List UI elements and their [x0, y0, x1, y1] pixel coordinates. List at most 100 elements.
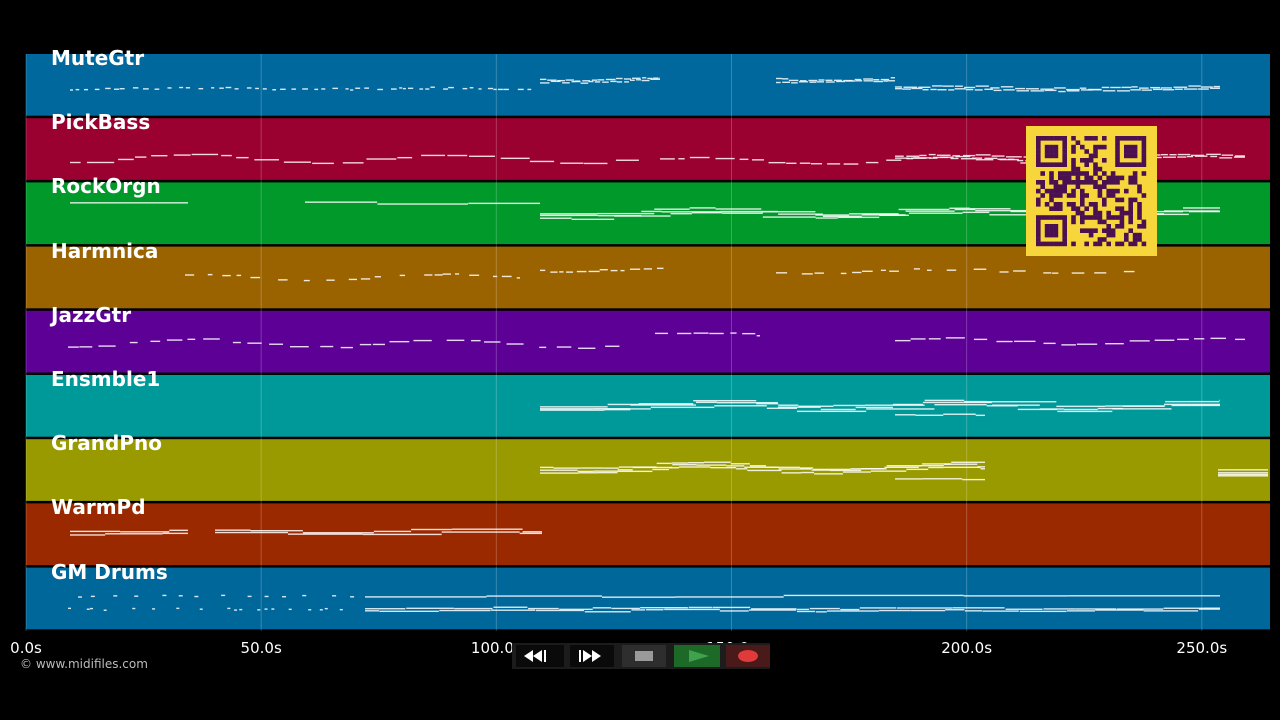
note [1117, 90, 1130, 92]
note [94, 88, 100, 91]
note [990, 87, 1000, 89]
record-button[interactable] [726, 645, 770, 667]
note [68, 607, 71, 610]
note [678, 158, 685, 160]
note [1162, 156, 1176, 158]
play-button[interactable] [674, 645, 720, 667]
note [320, 345, 334, 348]
note [607, 403, 639, 406]
note [442, 273, 451, 275]
note [937, 89, 947, 91]
note [641, 79, 650, 82]
note [469, 155, 495, 157]
note [1165, 400, 1187, 403]
track-label: GM Drums [51, 559, 168, 584]
note [491, 609, 536, 611]
note [565, 79, 574, 81]
note [540, 472, 579, 474]
note [922, 88, 929, 91]
note [778, 404, 799, 406]
note [906, 157, 914, 160]
note [1066, 88, 1080, 91]
note [1044, 89, 1057, 92]
stop-button[interactable] [622, 645, 666, 667]
note [996, 340, 1013, 343]
time-tick-label: 250.0s [1176, 639, 1228, 657]
note [528, 607, 559, 610]
note [1203, 607, 1220, 609]
note [799, 467, 814, 469]
note [332, 87, 339, 90]
note [751, 159, 765, 161]
note [1154, 339, 1175, 341]
note [929, 157, 938, 159]
note [659, 77, 660, 79]
note [922, 478, 963, 480]
note [90, 595, 95, 598]
note [324, 607, 328, 610]
note [855, 80, 863, 82]
note [134, 156, 147, 158]
rewind-button[interactable] [516, 645, 564, 667]
note [840, 608, 860, 611]
note [70, 202, 188, 204]
note [825, 81, 835, 83]
note [345, 88, 349, 90]
note [1040, 88, 1054, 90]
note [749, 465, 767, 467]
note [918, 86, 931, 88]
note [969, 208, 1011, 210]
track-label: RockOrgn [51, 174, 161, 199]
note [291, 88, 296, 90]
track-lane [26, 503, 1270, 566]
note [162, 594, 167, 597]
note [98, 345, 116, 347]
note [668, 467, 679, 469]
note [593, 408, 631, 410]
note [778, 213, 823, 215]
qr-code [1026, 126, 1157, 256]
note [308, 609, 312, 611]
note [399, 87, 403, 89]
note [653, 77, 659, 79]
note [689, 156, 710, 159]
note [801, 273, 813, 275]
note [332, 595, 337, 597]
note [813, 468, 851, 471]
note [814, 473, 843, 475]
note [441, 531, 520, 533]
note [236, 274, 242, 277]
time-tick-label: 0.0s [10, 639, 42, 657]
note [921, 463, 952, 465]
note [540, 217, 572, 219]
note [801, 471, 815, 474]
note [584, 611, 631, 613]
note [1162, 89, 1175, 91]
track-label: Harmnica [51, 238, 159, 263]
note [591, 79, 598, 81]
note [616, 81, 623, 83]
note [535, 609, 584, 612]
note [187, 338, 196, 341]
note [593, 470, 618, 472]
note [975, 154, 991, 156]
note [1061, 344, 1076, 346]
note [70, 89, 74, 91]
note [799, 80, 807, 82]
note [1198, 88, 1209, 90]
note [540, 213, 597, 215]
note [948, 89, 955, 91]
note [84, 88, 89, 91]
note [913, 268, 920, 270]
note [519, 532, 542, 535]
note [1015, 87, 1026, 90]
note [283, 161, 311, 163]
note [581, 467, 605, 469]
note [486, 595, 602, 597]
fast-forward-button[interactable] [570, 645, 614, 667]
note [119, 88, 125, 90]
note [355, 87, 361, 89]
note [578, 347, 596, 349]
note [374, 276, 381, 278]
note [1008, 158, 1015, 161]
